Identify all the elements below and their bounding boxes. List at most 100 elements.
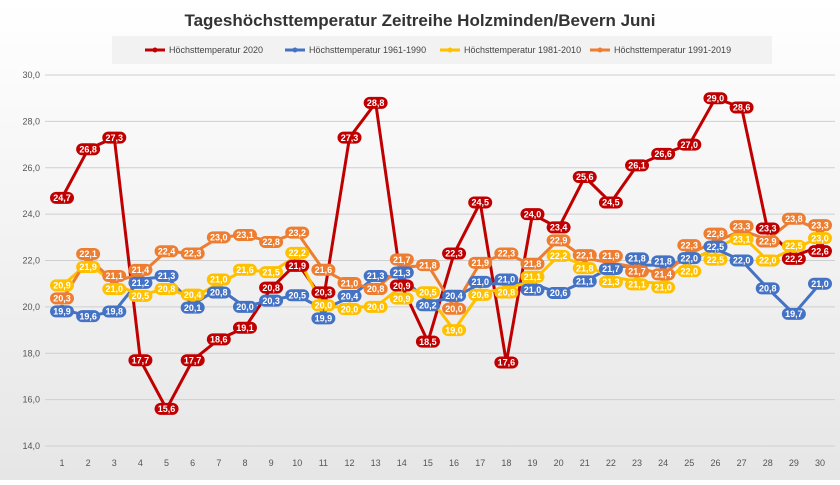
data-label: 20,4 xyxy=(445,291,463,301)
data-label-background xyxy=(154,245,179,258)
data-label-group: 20,9 xyxy=(50,279,74,292)
data-label-background xyxy=(808,277,832,290)
legend: Höchsttemperatur 2020 Höchsttemperatur 19… xyxy=(145,45,731,55)
data-label: 24,5 xyxy=(602,198,620,208)
data-label: 21,0 xyxy=(341,278,359,288)
data-label-group: 21,1 xyxy=(572,275,597,288)
series-line xyxy=(60,96,821,413)
x-tick-label: 10 xyxy=(292,458,302,468)
data-label-background xyxy=(781,252,806,265)
data-label: 20,5 xyxy=(288,290,306,300)
data-label-group: 22,2 xyxy=(285,246,310,259)
data-label-background xyxy=(154,402,179,415)
legend-entry: Höchsttemperatur 1981-2010 xyxy=(440,45,581,55)
data-label-group: 23,3 xyxy=(729,220,754,233)
data-labels: 24,7 20,9 20,3 19,9 26,8 22,1 21,9 19,6 27,3 21,1… xyxy=(50,92,832,415)
data-label-background xyxy=(572,171,597,184)
data-label: 22,1 xyxy=(79,249,97,259)
data-label-background xyxy=(389,292,414,305)
data-label-background xyxy=(363,96,388,109)
y-tick-label: 24,0 xyxy=(22,209,40,219)
data-label-group: 19,8 xyxy=(102,305,127,318)
x-tick-label: 1 xyxy=(59,458,64,468)
data-label-group: 20,8 xyxy=(154,283,179,296)
data-label-background xyxy=(546,286,571,299)
data-label-background xyxy=(572,275,597,288)
data-label: 22,8 xyxy=(262,237,280,247)
data-label: 20,4 xyxy=(341,291,359,301)
data-label: 22,5 xyxy=(785,241,803,251)
data-label-group: 20,4 xyxy=(337,290,362,303)
data-label-background xyxy=(546,249,571,262)
y-tick-label: 20,0 xyxy=(22,302,40,312)
data-label: 21,2 xyxy=(132,278,150,288)
data-label: 24,0 xyxy=(524,209,542,219)
legend-entry: Höchsttemperatur 1961-1990 xyxy=(285,45,426,55)
data-label: 21,0 xyxy=(524,285,542,295)
data-label: 28,6 xyxy=(733,103,751,113)
legend-label: Höchsttemperatur 1981-2010 xyxy=(464,45,581,55)
data-label-background xyxy=(50,305,74,318)
data-label-group: 19,9 xyxy=(311,309,336,325)
data-label-group: 28,8 xyxy=(363,96,388,109)
y-tick-label: 26,0 xyxy=(22,163,40,173)
data-label-group: 28,6 xyxy=(729,101,754,114)
data-label-background xyxy=(703,227,728,240)
data-label-group: 19,6 xyxy=(76,310,101,323)
data-label: 22,4 xyxy=(158,246,176,256)
x-tick-label: 29 xyxy=(789,458,799,468)
data-label: 21,9 xyxy=(79,262,97,272)
data-label-group: 22,8 xyxy=(259,235,284,248)
data-label-group: 17,7 xyxy=(180,354,205,367)
data-label-group: 24,5 xyxy=(598,196,623,209)
data-label: 21,0 xyxy=(654,283,672,293)
data-label-background xyxy=(598,276,623,289)
y-tick-label: 28,0 xyxy=(22,116,40,126)
data-label: 23,3 xyxy=(759,224,777,234)
data-label-background xyxy=(468,288,493,301)
data-label-group: 20,3 xyxy=(50,292,74,305)
data-label-background xyxy=(808,219,832,232)
data-label-group: 23,8 xyxy=(781,212,806,225)
data-label: 23,1 xyxy=(236,230,254,240)
legend-entry: Höchsttemperatur 1991-2019 xyxy=(590,45,731,55)
data-label-background xyxy=(311,286,336,299)
data-label: 23,3 xyxy=(733,221,751,231)
data-label: 26,6 xyxy=(654,149,672,159)
data-label: 20,0 xyxy=(236,302,254,312)
data-label: 20,3 xyxy=(262,296,280,306)
data-label: 20,5 xyxy=(132,291,150,301)
data-label: 19,9 xyxy=(53,307,71,317)
data-label-group: 22,1 xyxy=(76,248,101,260)
data-label: 21,7 xyxy=(602,264,620,274)
data-label-background xyxy=(337,131,362,144)
data-label: 19,1 xyxy=(236,323,254,333)
y-tick-label: 30,0 xyxy=(22,70,40,80)
data-label-background xyxy=(468,275,493,288)
data-label: 26,8 xyxy=(79,144,97,154)
data-label-group: 20,0 xyxy=(442,302,467,315)
data-label-group: 22,4 xyxy=(154,245,179,258)
data-label: 21,4 xyxy=(132,265,150,275)
data-label-background xyxy=(808,232,832,245)
data-label: 21,1 xyxy=(628,280,646,290)
data-label: 20,9 xyxy=(393,294,411,304)
data-label-group: 20,4 xyxy=(442,289,467,302)
data-label-background xyxy=(729,220,754,233)
data-label-group: 21,0 xyxy=(494,273,519,286)
data-label-background xyxy=(76,143,101,156)
data-label-group: 19,1 xyxy=(232,321,257,334)
data-label-group: 20,8 xyxy=(363,283,388,296)
x-tick-label: 25 xyxy=(684,458,694,468)
data-label-group: 21,3 xyxy=(389,266,414,279)
data-label-background xyxy=(128,276,153,289)
data-label-background xyxy=(128,289,153,302)
data-label-background xyxy=(206,273,231,286)
data-label-background xyxy=(415,286,440,299)
x-tick-label: 11 xyxy=(319,458,328,468)
data-label-background xyxy=(442,302,467,315)
data-label-group: 22,5 xyxy=(781,239,806,252)
data-label: 20,9 xyxy=(393,281,411,291)
data-label: 19,0 xyxy=(445,325,463,335)
